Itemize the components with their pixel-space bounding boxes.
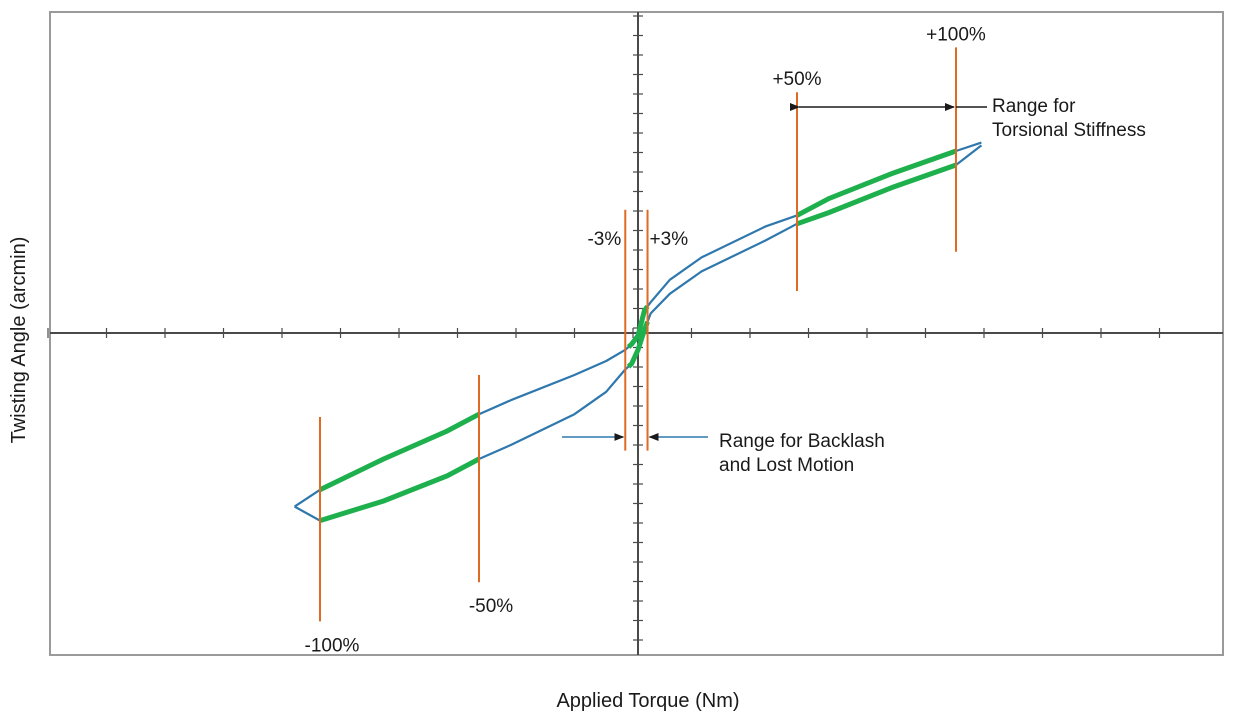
annotations: Range for Torsional Stiffness Range for Ba… (562, 96, 1146, 476)
highlight-segment (626, 320, 650, 369)
highlight-segment (319, 456, 481, 523)
annotation-line: Range for Backlash (719, 431, 885, 452)
x-axis-label: Applied Torque (Nm) (556, 690, 739, 712)
annotation-line: Torsional Stiffness (992, 120, 1146, 141)
highlight-segment (796, 162, 957, 227)
range-markers: +100% +50% -100% -50% -3% +3% (305, 24, 986, 656)
backlash-annotation: Range for Backlash and Lost Motion (719, 431, 885, 476)
highlight-segment (318, 411, 481, 493)
annotation-line: Range for (992, 96, 1076, 117)
y-axis-label: Twisting Angle (arcmin) (8, 237, 30, 444)
stiffness-annotation: Range for Torsional Stiffness (992, 96, 1146, 141)
marker-label: -50% (469, 596, 513, 617)
highlight-segment (626, 304, 650, 349)
marker-label: +50% (772, 69, 821, 90)
highlight-segment (795, 148, 957, 218)
marker-label: +100% (926, 24, 986, 45)
annotation-line: and Lost Motion (719, 455, 854, 476)
marker-label: -3% (587, 229, 621, 250)
highlighted-ranges (318, 148, 957, 523)
marker-label: +3% (650, 229, 689, 250)
marker-label: -100% (305, 635, 360, 656)
